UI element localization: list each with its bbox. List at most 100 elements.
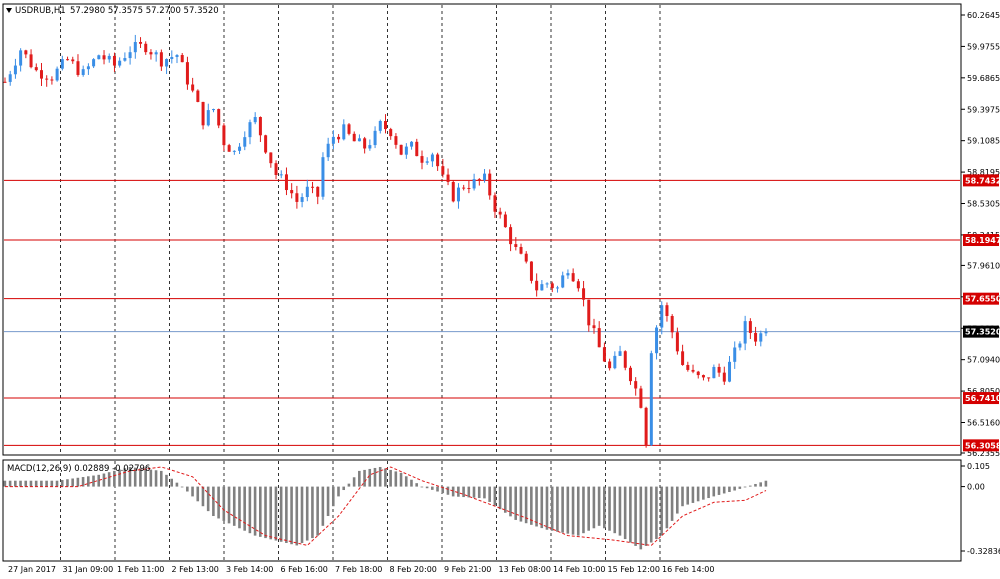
macd-bar: [34, 480, 38, 487]
macd-histogram: [3, 466, 768, 550]
macd-bar: [76, 477, 80, 487]
price-tick-label: 57.9610: [967, 261, 1000, 270]
price-tick-label: 57.0940: [967, 356, 1000, 365]
candle-body: [264, 135, 268, 153]
macd-bar: [191, 486, 194, 497]
macd-tick-label: 0.00: [967, 483, 985, 492]
macd-bar: [149, 469, 153, 487]
candle-body: [681, 351, 685, 365]
macd-bar: [180, 486, 184, 488]
candle-body: [238, 146, 242, 151]
macd-bar: [404, 476, 408, 487]
candle-body: [701, 375, 705, 378]
macd-bar: [759, 482, 762, 487]
candle-body: [279, 174, 283, 176]
candle-body: [347, 124, 351, 134]
macd-bar: [290, 486, 293, 545]
macd-bar: [97, 474, 101, 487]
macd-bar: [545, 486, 549, 530]
candle-body: [201, 101, 205, 126]
candle-body: [675, 332, 679, 352]
macd-bar: [311, 486, 314, 539]
candle-body: [592, 325, 596, 329]
candle-body: [222, 125, 226, 146]
candle-body: [748, 321, 752, 333]
candle-body: [232, 150, 236, 152]
price-tick-label: 59.1085: [967, 137, 1000, 146]
chart-menu-icon[interactable]: [6, 8, 12, 13]
macd-label: MACD(12,26,9) 0.02889 -0.02796: [7, 464, 150, 474]
macd-bar: [71, 478, 74, 487]
macd-bar: [618, 486, 622, 536]
candle-body: [628, 367, 632, 382]
candle-body: [159, 52, 163, 67]
candle-body: [467, 188, 471, 190]
macd-bar: [764, 480, 768, 487]
candle-body: [550, 283, 554, 289]
candle-body: [665, 305, 669, 317]
macd-bar: [644, 486, 648, 546]
candle-body: [139, 41, 143, 44]
candle-body: [170, 57, 174, 60]
macd-bar: [681, 486, 684, 507]
macd-bar: [165, 474, 168, 487]
level-tag: [963, 234, 999, 247]
macd-panel[interactable]: [2, 459, 962, 562]
candle-body: [446, 174, 450, 182]
macd-bar: [748, 485, 752, 487]
macd-bar: [170, 478, 173, 487]
macd-bar: [629, 486, 632, 543]
candle-body: [483, 173, 487, 181]
current-price-tag: [963, 325, 999, 338]
candle-body: [180, 55, 184, 63]
candle-body: [154, 52, 158, 55]
macd-bar: [649, 486, 653, 543]
candle-body: [644, 407, 648, 446]
price-panel[interactable]: [2, 3, 962, 456]
candle-body: [368, 145, 372, 149]
macd-bar: [342, 486, 346, 491]
macd-bar: [212, 486, 215, 517]
macd-bar: [743, 486, 747, 488]
candle-body: [498, 211, 502, 215]
macd-bar: [717, 486, 721, 495]
macd-bar: [660, 486, 663, 536]
time-label: 2 Feb 13:00: [172, 565, 219, 574]
macd-bar: [128, 466, 132, 487]
macd-bar: [389, 469, 392, 487]
candle-body: [472, 179, 476, 189]
candle-body: [608, 361, 612, 369]
price-tick-label: 59.3975: [967, 105, 1000, 114]
candle-body: [576, 281, 580, 289]
candle-body: [514, 244, 518, 247]
macd-bar: [8, 480, 12, 487]
macd-bar: [550, 486, 554, 531]
macd-bar: [279, 486, 283, 542]
macd-bar: [331, 486, 335, 507]
macd-bar: [686, 486, 690, 505]
time-label: 16 Feb 14:00: [662, 565, 714, 574]
macd-bar: [14, 480, 17, 487]
macd-bar: [462, 486, 465, 498]
macd-bar: [587, 486, 590, 531]
macd-bar: [754, 483, 757, 487]
macd-bar: [623, 486, 627, 540]
macd-bar: [384, 468, 387, 487]
macd-bar: [488, 486, 491, 502]
candle-body: [274, 163, 278, 175]
candle-body: [60, 59, 64, 69]
candle-body: [211, 109, 215, 111]
price-tick-label: 56.5160: [967, 419, 1000, 428]
horizontal-levels[interactable]: [4, 179, 960, 446]
candle-body: [71, 59, 75, 62]
candle-body: [243, 137, 247, 147]
candle-body: [112, 55, 116, 66]
candle-body: [3, 81, 7, 83]
candle-body: [566, 273, 570, 276]
candle-body: [373, 130, 377, 146]
candle-body: [556, 287, 560, 289]
macd-bar: [410, 479, 413, 487]
macd-bar: [728, 486, 731, 492]
candle-body: [144, 43, 148, 53]
